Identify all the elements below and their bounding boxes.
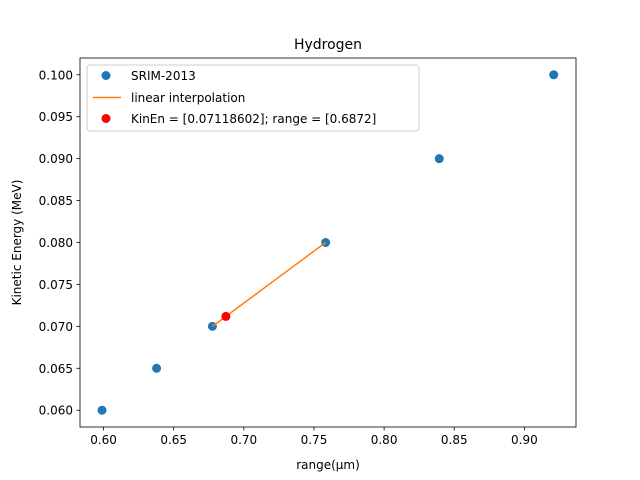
plot-frame bbox=[79, 57, 577, 428]
y-tick-label: 0.090 bbox=[39, 152, 73, 166]
series-layer bbox=[97, 70, 559, 415]
data-point bbox=[152, 363, 162, 373]
legend-label-srim: SRIM-2013 bbox=[131, 69, 196, 83]
result-point bbox=[221, 311, 231, 321]
data-point bbox=[549, 70, 559, 80]
y-tick-label: 0.065 bbox=[39, 362, 73, 376]
y-axis-ticks: 0.060 0.065 0.070 0.075 0.080 0.085 0.090 0.095… bbox=[39, 68, 80, 418]
legend: SRIM-2013 linear interpolation KinEn = [… bbox=[86, 64, 420, 132]
y-axis-label: Kinetic Energy (MeV) bbox=[10, 180, 24, 306]
chart-title: Hydrogen bbox=[294, 37, 362, 53]
legend-box bbox=[86, 64, 420, 132]
interpolation-line bbox=[211, 241, 327, 327]
y-tick-label: 0.095 bbox=[39, 110, 73, 124]
y-tick-label: 0.085 bbox=[39, 194, 73, 208]
x-tick-label: 0.90 bbox=[511, 433, 538, 447]
legend-marker-srim bbox=[101, 71, 111, 80]
x-tick-label: 0.75 bbox=[301, 433, 328, 447]
x-axis-label: range(μm) bbox=[296, 458, 360, 472]
x-tick-label: 0.85 bbox=[441, 433, 468, 447]
y-tick-label: 0.070 bbox=[39, 320, 73, 334]
legend-label-interpolation: linear interpolation bbox=[131, 91, 245, 105]
y-tick-label: 0.060 bbox=[39, 404, 73, 418]
x-axis-ticks: 0.60 0.65 0.70 0.75 0.80 0.85 0.90 bbox=[90, 427, 538, 447]
x-tick-label: 0.60 bbox=[90, 433, 117, 447]
y-tick-label: 0.080 bbox=[39, 236, 73, 250]
y-tick-label: 0.075 bbox=[39, 278, 73, 292]
data-point bbox=[97, 405, 107, 415]
legend-label-result: KinEn = [0.07118602]; range = [0.6872] bbox=[131, 112, 376, 126]
x-tick-label: 0.65 bbox=[160, 433, 187, 447]
x-tick-label: 0.70 bbox=[230, 433, 257, 447]
y-tick-label: 0.100 bbox=[39, 68, 73, 82]
data-point bbox=[434, 154, 444, 164]
legend-marker-result bbox=[101, 114, 111, 123]
x-tick-label: 0.80 bbox=[371, 433, 398, 447]
